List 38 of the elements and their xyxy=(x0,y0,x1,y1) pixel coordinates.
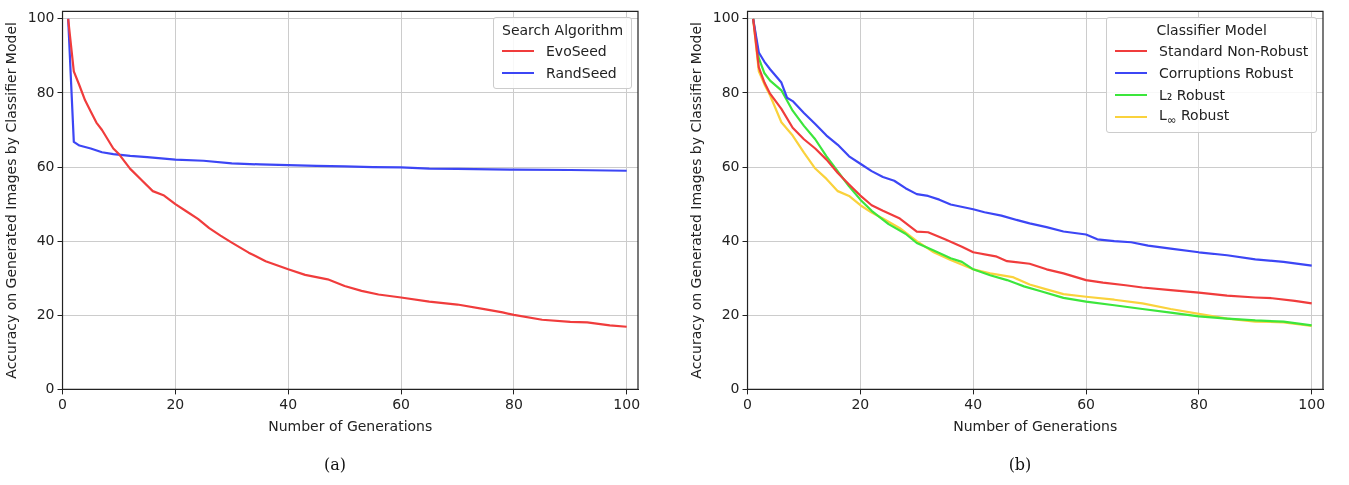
y-tick-label: 20 xyxy=(36,305,55,322)
x-tick-label: 0 xyxy=(743,396,752,413)
x-tick-label: 20 xyxy=(166,396,185,413)
y-tick-label: 20 xyxy=(721,305,740,322)
y-tick-label: 100 xyxy=(712,9,740,26)
x-tick-label: 100 xyxy=(613,396,641,413)
legend-title: Search Algorithm xyxy=(502,22,624,39)
x-tick-label: 80 xyxy=(504,396,523,413)
y-tick-label: 100 xyxy=(27,9,55,26)
text: (b) xyxy=(1007,455,1033,474)
y-tick-label: 0 xyxy=(730,380,740,397)
x-tick-label: 40 xyxy=(279,396,298,413)
y-tick-label: 40 xyxy=(36,231,55,248)
x-tick-label: 40 xyxy=(964,396,983,413)
legend-label: L₂ Robust xyxy=(1159,87,1226,104)
y-tick-label: 80 xyxy=(721,83,740,100)
legend-label: Standard Non-Robust xyxy=(1159,43,1309,60)
y-tick-label: 60 xyxy=(36,157,55,174)
x-axis-title: Number of Generations xyxy=(953,418,1118,435)
y-axis-title: Accuracy on Generated Images by Classifier Model xyxy=(3,22,20,379)
x-tick-label: 0 xyxy=(58,396,67,413)
legend-label: EvoSeed xyxy=(546,43,607,60)
x-tick-label: 60 xyxy=(392,396,410,413)
x-axis-title: Number of Generations xyxy=(268,418,433,435)
x-tick-label: 100 xyxy=(1298,396,1326,413)
y-axis-title: Accuracy on Generated Images by Classifier Model xyxy=(688,22,705,379)
x-tick-label: 60 xyxy=(1077,396,1095,413)
y-tick-label: 0 xyxy=(45,380,55,397)
legend-label: Corruptions Robust xyxy=(1159,65,1294,82)
y-tick-label: 60 xyxy=(721,157,740,174)
legend-label: L$_{∞}$ Robust xyxy=(1159,107,1230,128)
x-tick-label: 20 xyxy=(851,396,870,413)
text: (a) xyxy=(323,455,347,474)
legend-title: Classifier Model xyxy=(1155,22,1268,39)
legend-label: RandSeed xyxy=(546,65,617,82)
x-tick-label: 80 xyxy=(1189,396,1208,413)
y-tick-label: 80 xyxy=(36,83,55,100)
y-tick-label: 40 xyxy=(721,231,740,248)
